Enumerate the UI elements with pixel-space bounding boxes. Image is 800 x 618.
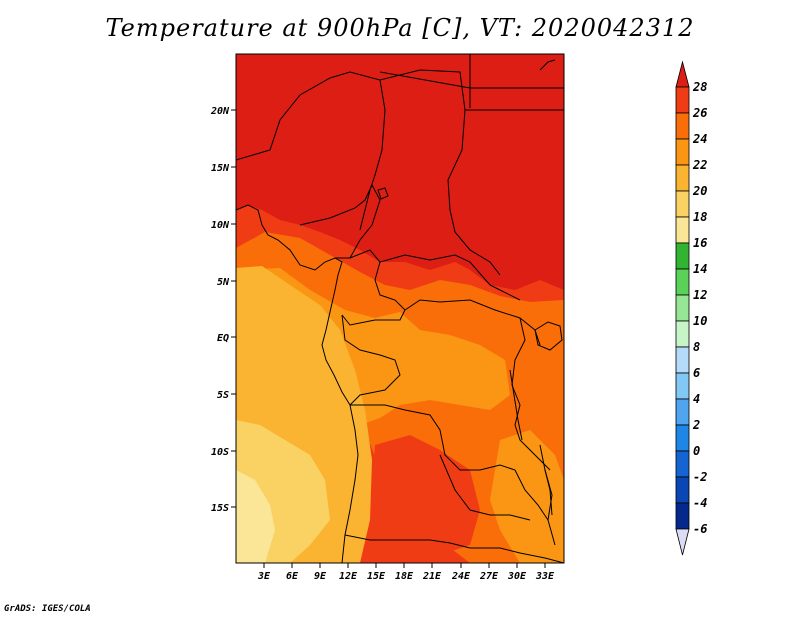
colorbar-label: 22 xyxy=(692,158,707,172)
border-libya-chad xyxy=(379,71,471,89)
lat-labels: 20N 15N 10N 5N EQ 5S 10S 15S xyxy=(210,106,230,514)
lat-label: 5S xyxy=(217,390,229,401)
border-mozambique xyxy=(514,469,549,521)
colorbar-label: 6 xyxy=(693,366,700,380)
lake-victoria xyxy=(534,321,563,351)
lat-label: 10S xyxy=(211,447,229,458)
colorbar-label: 8 xyxy=(693,340,700,354)
colorbar-label: 24 xyxy=(692,132,707,146)
colorbar-swatch xyxy=(675,320,690,348)
lon-axis xyxy=(263,563,546,568)
border-car xyxy=(379,254,521,301)
colorbar xyxy=(675,60,690,556)
colorbar-swatch xyxy=(675,164,690,192)
border-malawi xyxy=(539,444,556,546)
map-frame xyxy=(235,53,565,564)
colorbar-swatch xyxy=(675,450,690,478)
temperature-field xyxy=(236,54,564,563)
field-above-28 xyxy=(236,54,564,290)
lat-label: 20N xyxy=(210,106,230,117)
border-drc-angola xyxy=(350,404,516,471)
colorbar-swatch xyxy=(675,138,690,166)
lat-label: EQ xyxy=(217,333,229,344)
colorbar-label: 20 xyxy=(692,184,707,198)
coastline-west-africa xyxy=(236,204,359,563)
lon-label: 21E xyxy=(422,571,442,582)
colorbar-label: 4 xyxy=(693,392,700,406)
colorbar-label: 26 xyxy=(692,106,707,120)
lake-chad xyxy=(377,187,389,200)
colorbar-swatch xyxy=(675,86,690,114)
colorbar-label: 28 xyxy=(692,80,707,94)
lon-label: 3E xyxy=(257,571,271,582)
colorbar-arrow-top xyxy=(675,60,690,88)
colorbar-swatch xyxy=(675,424,690,452)
country-borders xyxy=(236,54,564,563)
colorbar-arrow-bottom xyxy=(675,528,690,556)
border-congo-gabon xyxy=(341,314,401,406)
border-east-lakes xyxy=(511,317,551,471)
colorbar-label: 18 xyxy=(693,210,707,224)
lat-label: 5N xyxy=(217,277,230,288)
lake-tanganyika xyxy=(509,369,523,441)
colorbar-swatch xyxy=(675,476,690,504)
map-title: Temperature at 900hPa [C], VT: 202004231… xyxy=(105,14,695,42)
lake-malawi xyxy=(544,469,553,516)
field-16-18-southwest xyxy=(236,470,275,563)
colorbar-labels: 28 26 24 22 20 18 16 14 12 10 8 6 4 2 0 … xyxy=(692,80,707,536)
colorbar-swatch xyxy=(675,502,690,530)
border-angola-namibia xyxy=(344,534,451,544)
border-cameroon xyxy=(341,249,406,326)
colorbar-swatch xyxy=(675,112,690,140)
lon-label: 24E xyxy=(451,571,471,582)
colorbar-label: 0 xyxy=(693,444,700,458)
border-nigeria xyxy=(299,183,381,259)
colorbar-swatch xyxy=(675,268,690,296)
colorbar-label: 12 xyxy=(693,288,707,302)
border-niger-chad xyxy=(379,69,501,276)
red-sea-coast xyxy=(539,59,556,71)
colorbar-label: -2 xyxy=(693,470,707,484)
colorbar-swatch xyxy=(675,216,690,244)
colorbar-swatch xyxy=(675,242,690,270)
colorbar-label: -4 xyxy=(693,496,707,510)
border-drc-north xyxy=(404,299,541,346)
lon-labels: 3E 6E 9E 12E 15E 18E 21E 24E 27E 30E 33E xyxy=(257,571,555,582)
border-zambia xyxy=(439,454,531,521)
lon-label: 9E xyxy=(314,571,327,582)
colorbar-swatch xyxy=(675,294,690,322)
field-26-28-south xyxy=(372,435,480,555)
lon-label: 15E xyxy=(367,571,386,582)
colorbar-swatch xyxy=(675,346,690,374)
lat-label: 15N xyxy=(211,163,230,174)
lon-label: 33E xyxy=(535,571,555,582)
grads-credit: GrADS: IGES/COLA xyxy=(4,604,91,614)
lat-axis xyxy=(231,109,236,508)
colorbar-label: 14 xyxy=(693,262,707,276)
colorbar-swatch xyxy=(675,372,690,400)
field-22-24-southeast xyxy=(490,430,564,563)
border-south xyxy=(449,542,564,563)
lon-label: 30E xyxy=(507,571,527,582)
colorbar-label: -6 xyxy=(693,522,707,536)
colorbar-label: 2 xyxy=(692,418,700,432)
colorbar-label: 10 xyxy=(693,314,707,328)
colorbar-swatch xyxy=(675,190,690,218)
lat-label: 10N xyxy=(211,220,230,231)
lat-label: 15S xyxy=(211,503,229,514)
colorbar-label: 16 xyxy=(693,236,707,250)
lon-label: 18E xyxy=(395,571,414,582)
colorbar-swatch xyxy=(675,398,690,426)
lon-label: 12E xyxy=(339,571,358,582)
lon-label: 27E xyxy=(479,571,499,582)
lon-label: 6E xyxy=(286,571,299,582)
